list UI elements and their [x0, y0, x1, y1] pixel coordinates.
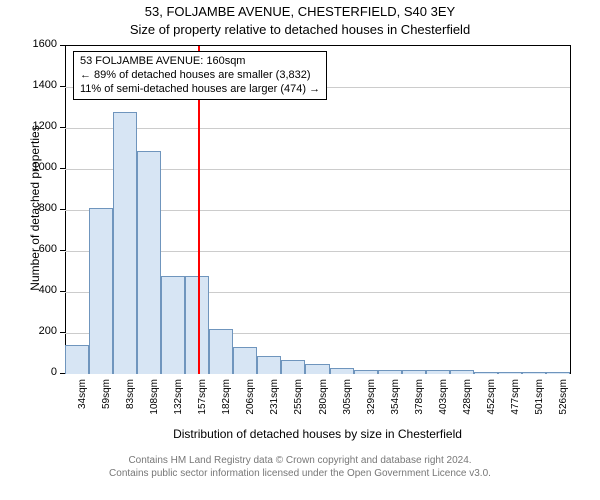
- y-tick-mark: [60, 291, 65, 292]
- histogram-bar: [330, 368, 354, 374]
- x-tick-label: 452sqm: [486, 379, 497, 429]
- x-tick-label: 34sqm: [77, 379, 88, 429]
- y-tick-label: 1600: [17, 38, 57, 50]
- x-tick-label: 329sqm: [366, 379, 377, 429]
- x-tick-label: 182sqm: [221, 379, 232, 429]
- histogram-bar: [209, 329, 233, 374]
- x-tick-label: 255sqm: [293, 379, 304, 429]
- footer-line-2: Contains public sector information licen…: [0, 468, 600, 481]
- x-tick-label: 132sqm: [173, 379, 184, 429]
- y-tick-label: 1200: [17, 120, 57, 132]
- histogram-bar: [474, 372, 498, 374]
- x-tick-label: 305sqm: [342, 379, 353, 429]
- histogram-bar: [450, 370, 474, 374]
- y-tick-mark: [60, 45, 65, 46]
- histogram-bar: [522, 372, 546, 374]
- x-tick-label: 83sqm: [125, 379, 136, 429]
- y-tick-label: 1400: [17, 79, 57, 91]
- y-tick-label: 1000: [17, 161, 57, 173]
- x-tick-label: 428sqm: [462, 379, 473, 429]
- histogram-bar: [65, 345, 89, 374]
- footer-attribution: Contains HM Land Registry data © Crown c…: [0, 455, 600, 480]
- histogram-bar: [354, 370, 378, 374]
- x-tick-label: 59sqm: [101, 379, 112, 429]
- histogram-bar: [281, 360, 305, 374]
- y-tick-label: 800: [17, 202, 57, 214]
- y-tick-mark: [60, 168, 65, 169]
- x-tick-label: 157sqm: [197, 379, 208, 429]
- x-tick-label: 108sqm: [149, 379, 160, 429]
- chart-subtitle: Size of property relative to detached ho…: [0, 22, 600, 37]
- annotation-line-1: 53 FOLJAMBE AVENUE: 160sqm: [80, 55, 320, 69]
- y-tick-label: 400: [17, 284, 57, 296]
- x-tick-label: 403sqm: [438, 379, 449, 429]
- annotation-line-2: ← 89% of detached houses are smaller (3,…: [80, 69, 320, 83]
- y-tick-mark: [60, 332, 65, 333]
- x-tick-label: 526sqm: [558, 379, 569, 429]
- address-title: 53, FOLJAMBE AVENUE, CHESTERFIELD, S40 3…: [0, 4, 600, 19]
- footer-line-1: Contains HM Land Registry data © Crown c…: [0, 455, 600, 468]
- x-tick-label: 477sqm: [510, 379, 521, 429]
- histogram-bar: [161, 276, 185, 374]
- histogram-bar: [257, 356, 281, 374]
- y-tick-mark: [60, 250, 65, 251]
- histogram-bar: [113, 112, 137, 374]
- x-tick-label: 378sqm: [414, 379, 425, 429]
- histogram-bar: [305, 364, 329, 374]
- histogram-bar: [402, 370, 426, 374]
- histogram-bar: [89, 208, 113, 374]
- x-tick-label: 501sqm: [534, 379, 545, 429]
- histogram-bar: [378, 370, 402, 374]
- annotation-box: 53 FOLJAMBE AVENUE: 160sqm ← 89% of deta…: [73, 51, 327, 100]
- y-tick-mark: [60, 209, 65, 210]
- y-tick-mark: [60, 127, 65, 128]
- gridline: [65, 128, 570, 129]
- x-tick-label: 206sqm: [245, 379, 256, 429]
- y-tick-mark: [60, 373, 65, 374]
- y-tick-label: 600: [17, 243, 57, 255]
- histogram-bar: [546, 372, 570, 374]
- y-tick-mark: [60, 86, 65, 87]
- histogram-bar: [137, 151, 161, 374]
- y-tick-label: 200: [17, 325, 57, 337]
- x-axis-label: Distribution of detached houses by size …: [65, 427, 570, 441]
- annotation-line-3: 11% of semi-detached houses are larger (…: [80, 83, 320, 97]
- x-tick-label: 280sqm: [318, 379, 329, 429]
- y-tick-label: 0: [17, 366, 57, 378]
- histogram-bar: [233, 347, 257, 374]
- x-tick-label: 231sqm: [269, 379, 280, 429]
- histogram-bar: [426, 370, 450, 374]
- x-tick-label: 354sqm: [390, 379, 401, 429]
- histogram-bar: [498, 372, 522, 374]
